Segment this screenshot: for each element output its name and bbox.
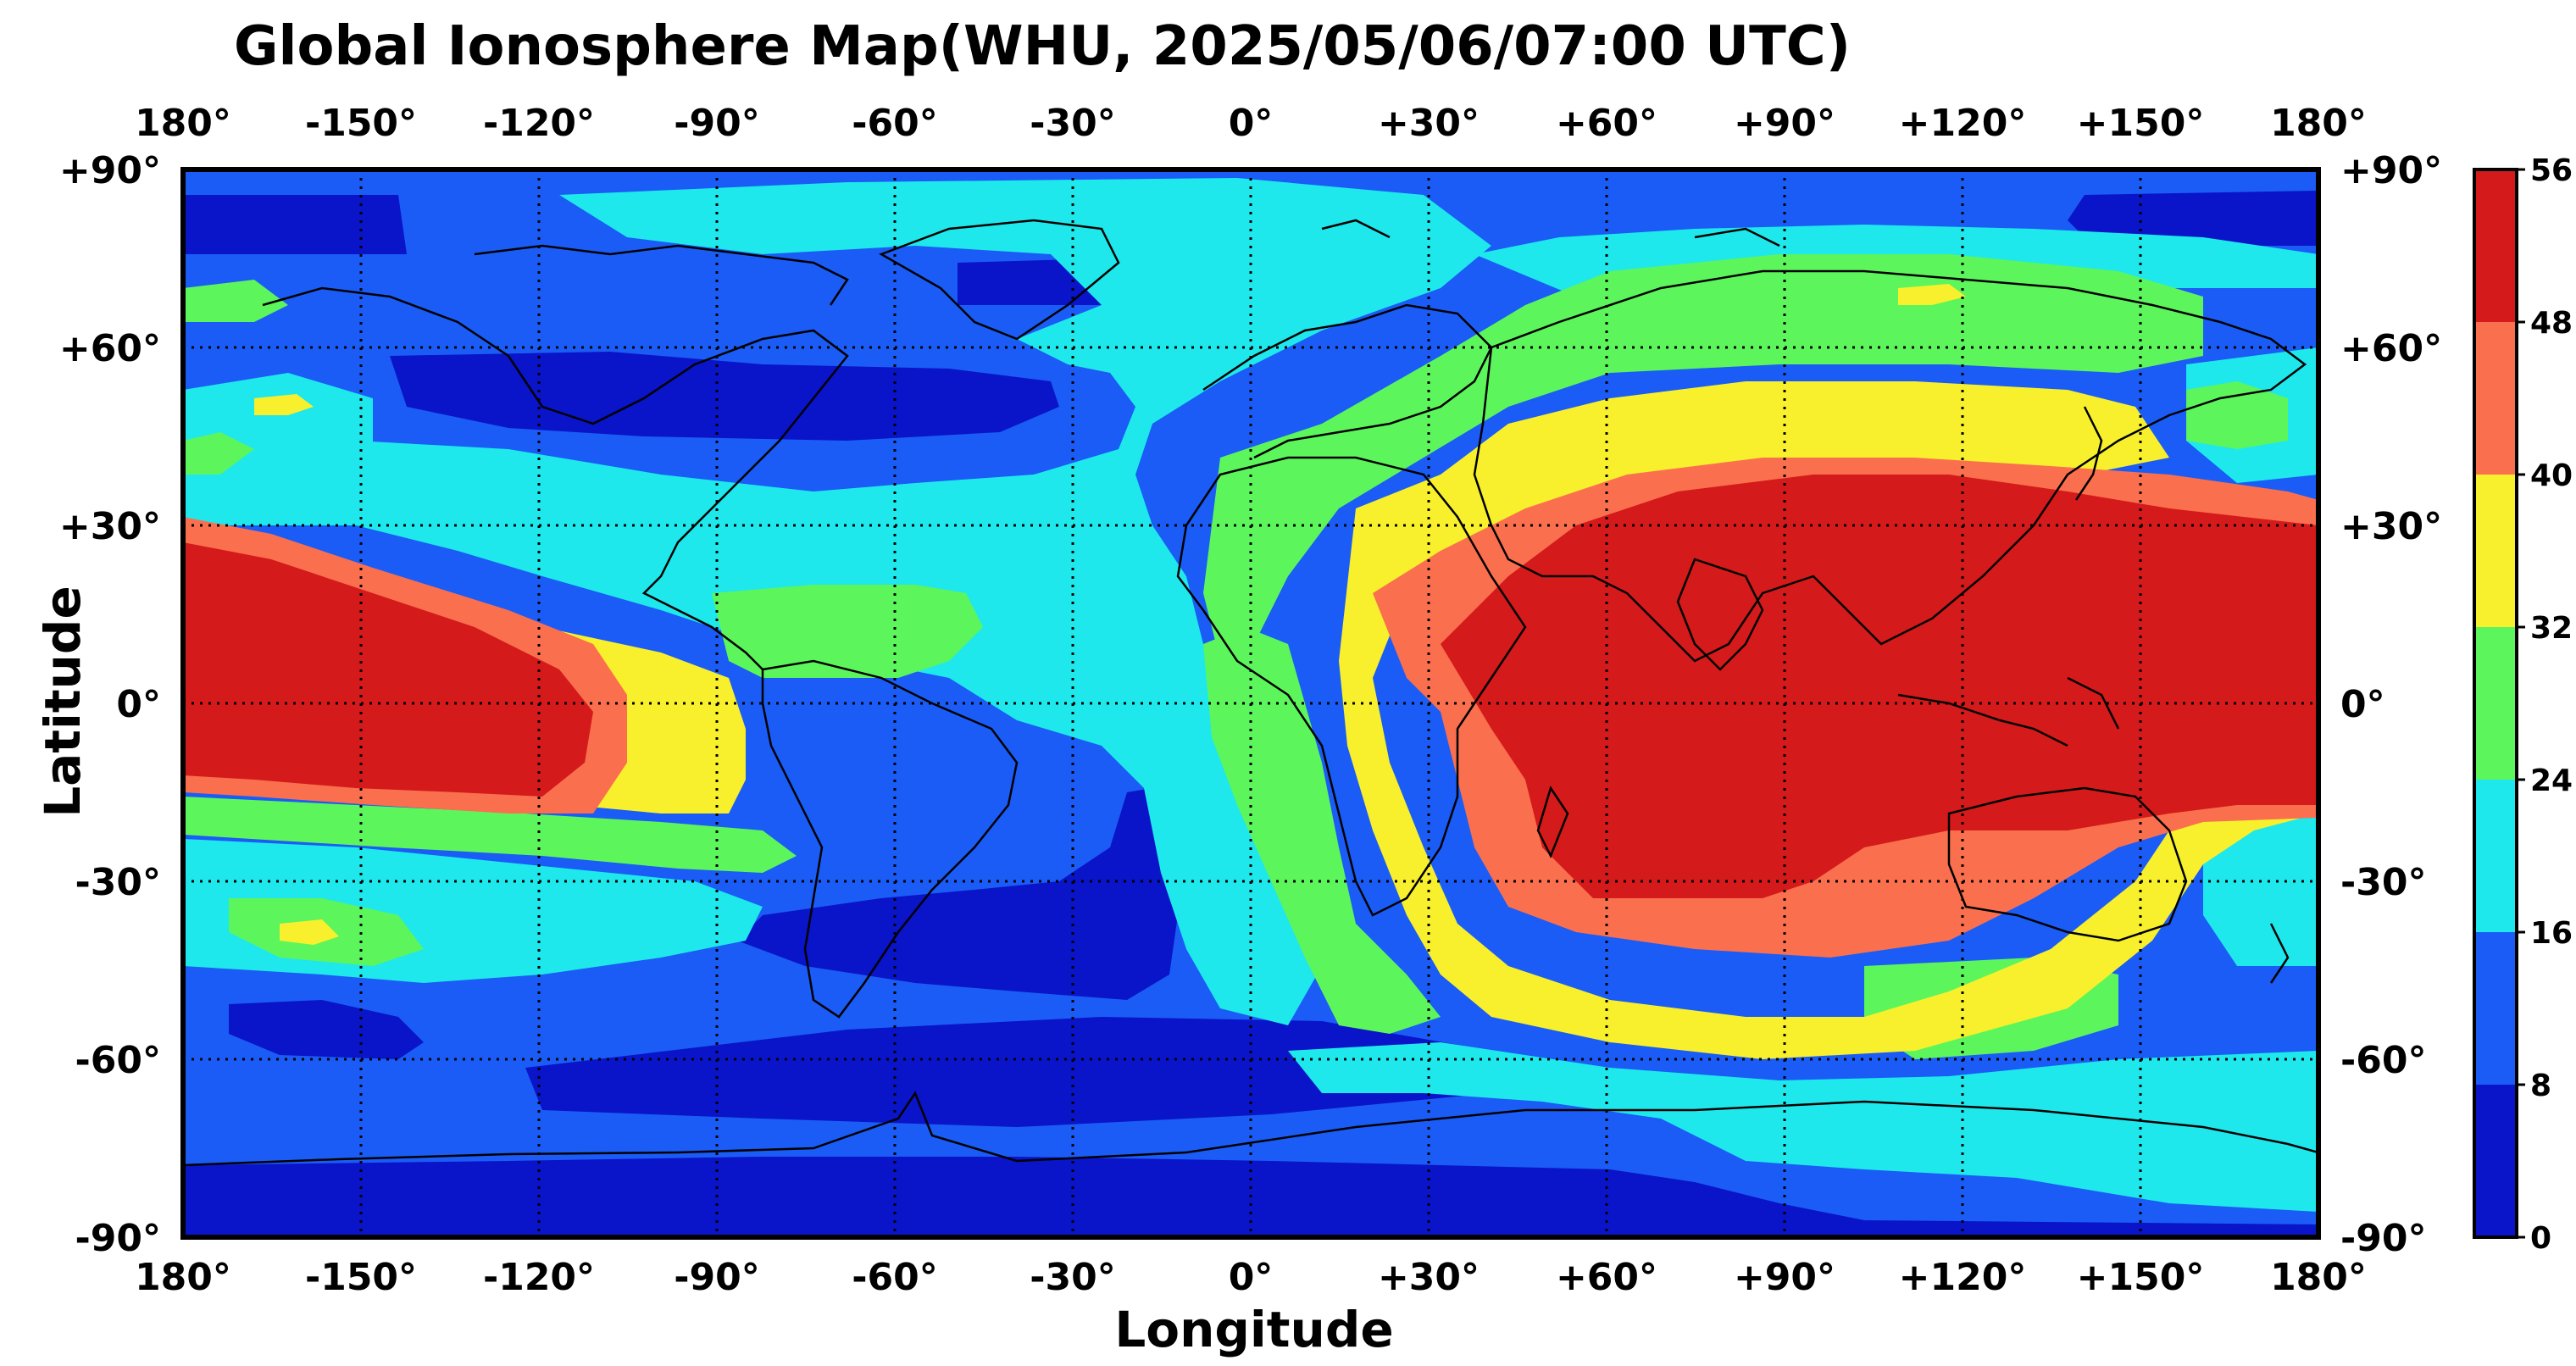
colorbar-tick-label: 24 <box>2530 764 2573 798</box>
chart-title: Global Ionosphere Map(WHU, 2025/05/06/07… <box>234 15 1851 78</box>
x-tick-label: -60° <box>852 1256 938 1299</box>
coastlines <box>183 219 2318 1167</box>
x-tick-label: 180° <box>2270 1256 2367 1299</box>
y-tick-label: -90° <box>2340 1217 2427 1260</box>
x-tick-labels-bottom: 180° -150° -120° -90° -60° -30° 0° +30° +60° +90°… <box>135 1256 2367 1299</box>
y-tick-label: +60° <box>59 327 161 370</box>
y-tick-labels-right: +90° +60° +30° 0° -30° -60° -90° <box>2340 149 2442 1260</box>
tec-level-0-8 <box>183 191 2318 1237</box>
y-tick-label: +30° <box>59 505 161 548</box>
x-tick-label: +120° <box>1899 1256 2027 1299</box>
colorbar-tick-label: 32 <box>2530 611 2573 646</box>
x-tick-labels-top: 180° -150° -120° -90° -60° -30° 0° +30° +60° +90°… <box>135 102 2367 145</box>
x-axis-label: Longitude <box>1114 1301 1394 1358</box>
y-tick-label: +60° <box>2340 327 2442 370</box>
x-tick-label: -30° <box>1030 1256 1116 1299</box>
x-tick-label: +60° <box>1556 102 1657 145</box>
x-tick-label: 0° <box>1229 1256 1274 1299</box>
x-tick-label: -90° <box>674 102 760 145</box>
colorbar-tick-label: 48 <box>2530 306 2573 341</box>
x-tick-label: +90° <box>1734 102 1835 145</box>
x-tick-label: 180° <box>2270 102 2367 145</box>
x-tick-label: 0° <box>1229 102 1274 145</box>
y-tick-label: 0° <box>116 683 161 726</box>
y-tick-label: -30° <box>2340 861 2427 904</box>
x-tick-label: -60° <box>852 102 938 145</box>
x-tick-label: -150° <box>305 1256 417 1299</box>
x-tick-label: -90° <box>674 1256 760 1299</box>
x-tick-label: +30° <box>1378 1256 1480 1299</box>
colorbar-bin <box>2474 932 2517 1085</box>
colorbar: 0 8 16 24 32 40 48 56 <box>2473 153 2573 1256</box>
tec-level-24-32 <box>183 254 2288 1059</box>
colorbar-bin <box>2474 322 2517 475</box>
y-tick-label: 0° <box>2340 683 2385 726</box>
y-axis-label: Latitude <box>34 586 92 818</box>
x-tick-label: +60° <box>1556 1256 1657 1299</box>
x-tick-label: +150° <box>2077 1256 2205 1299</box>
y-tick-label: -60° <box>2340 1039 2427 1082</box>
colorbar-tick-label: 56 <box>2530 153 2573 188</box>
x-tick-label: -150° <box>305 102 417 145</box>
x-tick-label: -30° <box>1030 102 1116 145</box>
colorbar-bin <box>2474 627 2517 780</box>
x-tick-label: +120° <box>1899 102 2027 145</box>
x-tick-label: 180° <box>135 1256 231 1299</box>
colorbar-tick-label: 40 <box>2530 458 2573 493</box>
colorbar-tick-label: 8 <box>2530 1069 2551 1103</box>
gridlines <box>183 169 2318 1237</box>
x-tick-label: +30° <box>1378 102 1480 145</box>
colorbar-frame <box>2473 168 2518 1239</box>
colorbar-bin <box>2474 475 2517 627</box>
x-tick-label: 180° <box>135 102 231 145</box>
tec-level-48-56 <box>183 475 2318 898</box>
y-tick-label: -90° <box>75 1217 162 1260</box>
colorbar-bin <box>2474 1085 2517 1237</box>
x-tick-label: -120° <box>483 102 595 145</box>
y-tick-label: +30° <box>2340 505 2442 548</box>
y-tick-label: +90° <box>2340 149 2442 192</box>
x-tick-label: -120° <box>483 1256 595 1299</box>
y-tick-label: +90° <box>59 149 161 192</box>
colorbar-tick-label: 0 <box>2530 1221 2551 1256</box>
plot-frame <box>180 167 2321 1240</box>
y-tick-labels-left: +90° +60° +30° 0° -30° -60° -90° <box>59 149 161 1260</box>
y-tick-label: -30° <box>75 861 162 904</box>
x-tick-label: +150° <box>2077 102 2205 145</box>
y-tick-label: -60° <box>75 1039 162 1082</box>
colorbar-bin <box>2474 169 2517 322</box>
colorbar-bin <box>2474 780 2517 932</box>
colorbar-tick-label: 16 <box>2530 916 2573 951</box>
x-tick-label: +90° <box>1734 1256 1835 1299</box>
